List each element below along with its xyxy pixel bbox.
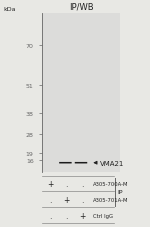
Text: .: . — [81, 195, 84, 204]
Text: kDa: kDa — [3, 7, 15, 12]
Text: A305-700A-M: A305-700A-M — [93, 182, 128, 187]
Text: IP: IP — [117, 190, 122, 195]
Text: A305-701A-M: A305-701A-M — [93, 197, 128, 202]
Title: IP/WB: IP/WB — [69, 2, 93, 11]
FancyBboxPatch shape — [75, 162, 87, 164]
FancyBboxPatch shape — [59, 162, 72, 164]
Text: .: . — [81, 180, 84, 189]
Text: .: . — [65, 211, 67, 220]
Text: .: . — [49, 211, 51, 220]
Text: +: + — [79, 211, 85, 220]
Text: .: . — [65, 180, 67, 189]
Text: .: . — [49, 195, 51, 204]
Text: +: + — [47, 180, 53, 189]
Text: VMA21: VMA21 — [100, 160, 124, 166]
Text: +: + — [63, 195, 69, 204]
Text: Ctrl IgG: Ctrl IgG — [93, 213, 113, 218]
